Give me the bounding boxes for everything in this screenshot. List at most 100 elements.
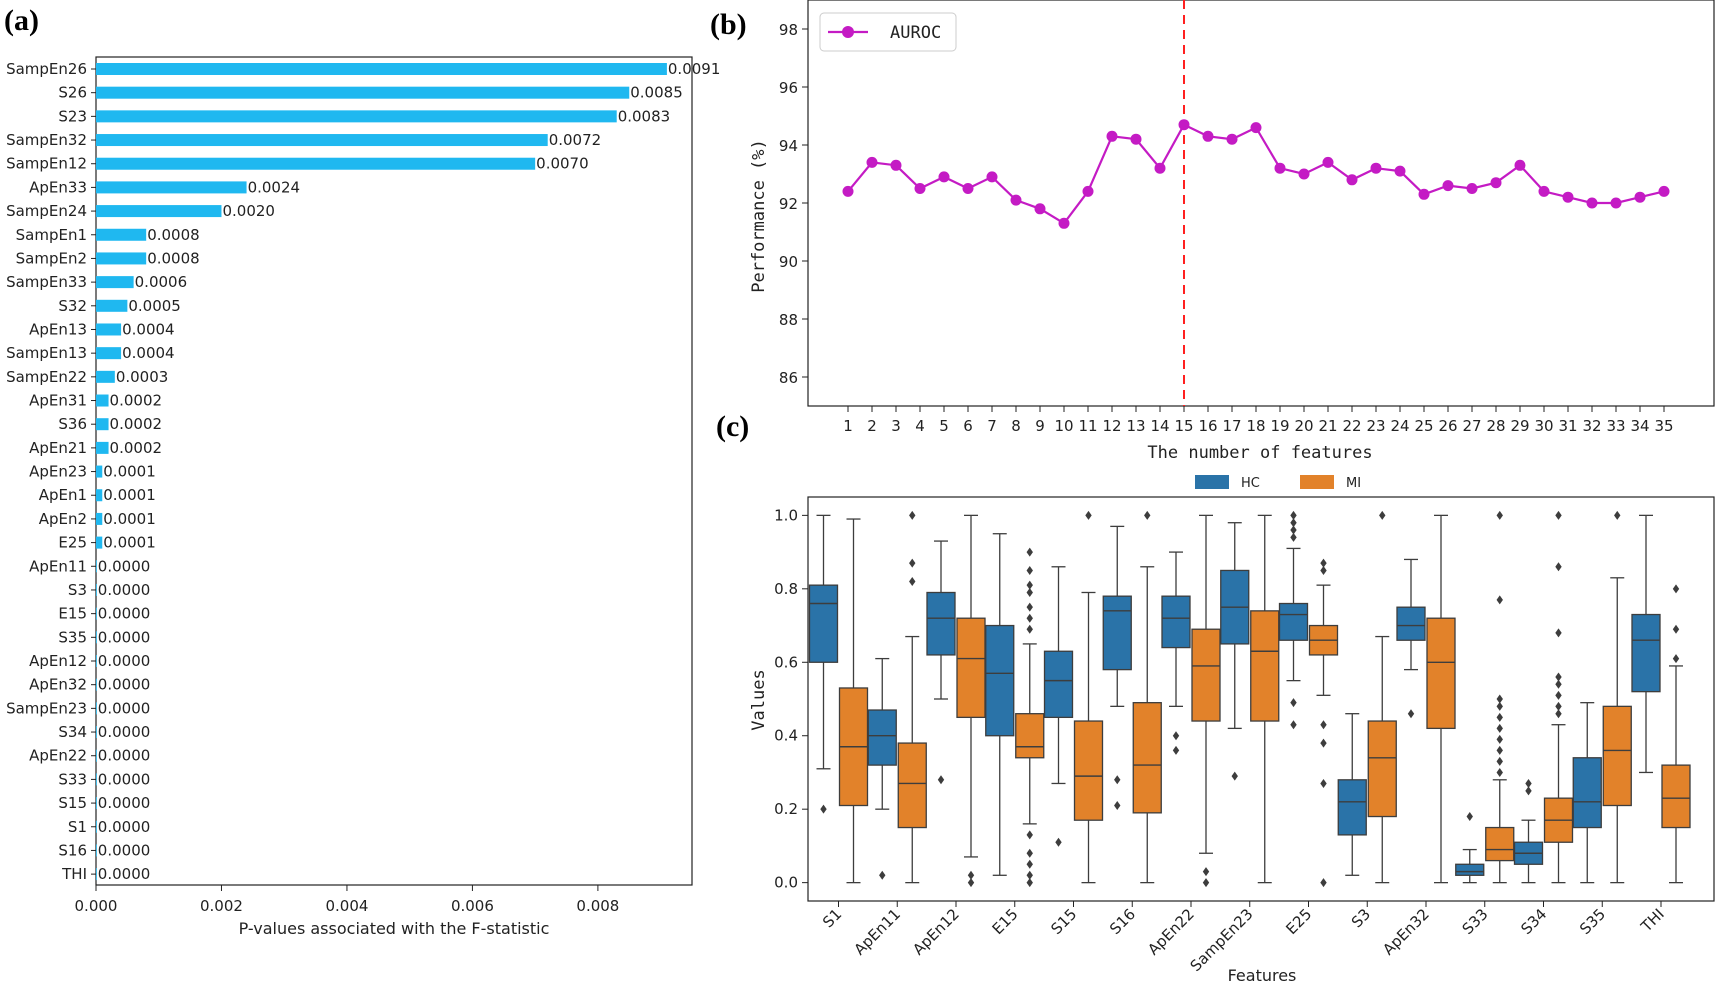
y-tick-label: 86 bbox=[779, 369, 798, 387]
flier-hc-s15 bbox=[1055, 837, 1062, 847]
flier-mi-thi bbox=[1672, 654, 1680, 664]
bar-group: 0.0091 0.0085 0.0083 0.0072 0.0070 0.0024 0.00… bbox=[96, 60, 720, 883]
data-label-sampen32: 0.0072 bbox=[549, 131, 602, 149]
panel-label-b: (b) bbox=[710, 8, 747, 41]
x-tick-label: 26 bbox=[1438, 417, 1457, 435]
plot-frame bbox=[807, 496, 1715, 902]
data-point bbox=[1370, 162, 1382, 174]
data-point bbox=[1298, 168, 1310, 180]
data-point bbox=[1586, 197, 1598, 209]
bar-s26 bbox=[96, 86, 630, 99]
data-point bbox=[1058, 217, 1070, 229]
y-tick-label-apen23: ApEn23 bbox=[29, 463, 87, 481]
y-tick-label-s34: S34 bbox=[58, 723, 87, 741]
box-mi-s16 bbox=[1132, 702, 1162, 814]
box-hc-s3 bbox=[1337, 779, 1367, 836]
y-tick-label-sampen24: SampEn24 bbox=[6, 202, 87, 220]
y-tick-label: 92 bbox=[779, 195, 798, 213]
data-label-sampen13: 0.0004 bbox=[122, 344, 174, 362]
data-label-s15: 0.0000 bbox=[98, 794, 151, 812]
flier-mi-e15 bbox=[1026, 878, 1033, 888]
flier-hc-s34 bbox=[1525, 786, 1532, 796]
box-hc-s33 bbox=[1455, 863, 1485, 876]
x-tick-label: 19 bbox=[1270, 417, 1289, 435]
flier-mi-s33 bbox=[1496, 756, 1503, 766]
data-label-apen12: 0.0000 bbox=[98, 652, 151, 670]
flier-mi-e15 bbox=[1026, 587, 1033, 597]
flier-mi-s34 bbox=[1555, 701, 1562, 711]
flier-mi-e15 bbox=[1026, 602, 1033, 612]
legend: AUROC bbox=[819, 12, 957, 52]
legend-label-auroc: AUROC bbox=[890, 23, 941, 43]
data-point bbox=[1466, 183, 1478, 194]
x-tick-label: 0.002 bbox=[200, 897, 243, 915]
x-tick-label: 23 bbox=[1366, 417, 1385, 435]
y-tick-label-apen13: ApEn13 bbox=[29, 320, 87, 338]
flier-mi-e15 bbox=[1026, 830, 1033, 840]
y-tick-label-sampen23: SampEn23 bbox=[6, 699, 87, 717]
data-point bbox=[1274, 162, 1286, 174]
y-tick-label-apen2: ApEn2 bbox=[39, 510, 87, 528]
bar-chart-p-values: 0.0091 0.0085 0.0083 0.0072 0.0070 0.0024 0.00… bbox=[6, 56, 720, 938]
data-label-sampen12: 0.0070 bbox=[536, 155, 589, 173]
x-tick-label: 0.006 bbox=[451, 897, 494, 915]
x-tick-label: 29 bbox=[1510, 417, 1529, 435]
x-ticks: 0.000 0.002 0.004 0.006 0.008 bbox=[75, 885, 619, 915]
data-point bbox=[1082, 185, 1094, 197]
x-tick-label-sampen23: SampEn23 bbox=[1187, 905, 1257, 975]
x-tick-label-e15: E15 bbox=[989, 905, 1022, 938]
flier-mi-s34 bbox=[1555, 628, 1562, 638]
x-tick-label: 0.008 bbox=[576, 897, 619, 915]
data-point bbox=[1394, 165, 1406, 177]
flier-mi-s33 bbox=[1496, 701, 1503, 711]
bar-sampen33 bbox=[96, 276, 134, 289]
panel-label-a: (a) bbox=[4, 4, 39, 37]
y-tick-label-thi: THI bbox=[61, 865, 87, 883]
data-label-apen33: 0.0024 bbox=[248, 178, 301, 196]
data-label-s26: 0.0085 bbox=[630, 84, 683, 102]
flier-mi-s15 bbox=[1085, 510, 1092, 520]
flier-hc-e25 bbox=[1290, 720, 1297, 730]
y-axis-title: Performance (%) bbox=[749, 139, 769, 293]
data-point bbox=[866, 156, 878, 168]
flier-mi-s33 bbox=[1496, 745, 1503, 755]
flier-mi-thi bbox=[1672, 584, 1680, 594]
y-tick-label-s35: S35 bbox=[58, 628, 87, 646]
x-tick-label-s15: S15 bbox=[1047, 905, 1080, 938]
bar-sampen2 bbox=[96, 252, 147, 265]
flier-mi-e25 bbox=[1320, 565, 1327, 575]
y-tick-label-apen32: ApEn32 bbox=[29, 676, 87, 694]
y-tick-label-sampen2: SampEn2 bbox=[16, 249, 87, 267]
flier-mi-apen12 bbox=[967, 870, 975, 880]
flier-mi-apen11 bbox=[909, 510, 916, 520]
flier-mi-s34 bbox=[1555, 690, 1562, 700]
flier-mi-s33 bbox=[1496, 734, 1503, 744]
box-mi-apen22 bbox=[1191, 628, 1221, 722]
flier-hc-e25 bbox=[1290, 510, 1297, 520]
data-point bbox=[1562, 191, 1574, 203]
flier-mi-s34 bbox=[1555, 510, 1562, 520]
x-tick-label-e25: E25 bbox=[1282, 905, 1315, 938]
y-tick-label-s23: S23 bbox=[58, 107, 87, 125]
y-tick-label-sampen12: SampEn12 bbox=[6, 155, 87, 173]
data-label-s34: 0.0000 bbox=[98, 723, 151, 741]
y-tick-label-s3: S3 bbox=[68, 581, 87, 599]
box-mi-s15 bbox=[1073, 720, 1104, 821]
data-point bbox=[1130, 133, 1142, 145]
bar-s35 bbox=[96, 631, 97, 644]
bar-s1 bbox=[96, 820, 97, 833]
data-label-apen2: 0.0001 bbox=[103, 510, 156, 528]
flier-hc-sampen23 bbox=[1231, 771, 1238, 781]
y-tick-label: 96 bbox=[779, 79, 798, 97]
flier-mi-s3 bbox=[1379, 510, 1386, 520]
flier-mi-s34 bbox=[1555, 679, 1562, 689]
box-mi-apen32 bbox=[1426, 617, 1456, 730]
bar-s16 bbox=[96, 844, 97, 857]
y-tick-label-e25: E25 bbox=[58, 534, 87, 552]
x-tick-label: 5 bbox=[939, 417, 949, 435]
bar-sampen22 bbox=[96, 370, 115, 383]
data-label-s23: 0.0083 bbox=[618, 107, 671, 125]
y-tick-label-s26: S26 bbox=[58, 84, 87, 102]
data-label-thi: 0.0000 bbox=[98, 865, 151, 883]
